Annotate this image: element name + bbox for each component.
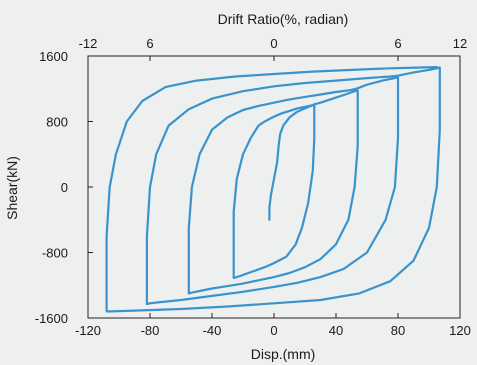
x-tick-label: 0 — [270, 323, 277, 338]
hysteresis-loop-3 — [145, 74, 400, 306]
hysteresis-loop-2 — [187, 87, 359, 295]
y-axis-title: Shear(kN) — [4, 156, 20, 220]
top-tick-label: 6 — [394, 36, 401, 51]
y-tick-label: 0 — [61, 180, 68, 195]
ticks-layer: -120 -80 -40 0 40 80 120 -12 6 0 6 12 1600 800 0 -800 -1… — [35, 36, 471, 338]
hysteresis-loop-1 — [232, 103, 316, 279]
hysteresis-loop-4 — [105, 66, 441, 313]
top-tick-label: 0 — [270, 36, 277, 51]
x-tick-label: 120 — [449, 323, 471, 338]
top-axis-title: Drift Ratio(%, radian) — [218, 11, 349, 27]
top-tick-label: 12 — [453, 36, 467, 51]
x-tick-label: -120 — [75, 323, 101, 338]
plot-frame — [87, 55, 461, 319]
top-tick-label: 6 — [146, 36, 153, 51]
x-tick-label: -40 — [203, 323, 222, 338]
top-tick-label: -12 — [79, 36, 98, 51]
y-tick-label: -1600 — [35, 311, 68, 326]
y-tick-label: -800 — [42, 246, 68, 261]
x-tick-label: -80 — [141, 323, 160, 338]
y-tick-label: 1600 — [39, 49, 68, 64]
y-tick-label: 800 — [46, 115, 68, 130]
x-tick-label: 40 — [329, 323, 343, 338]
series-layer — [105, 66, 441, 313]
x-tick-label: 80 — [391, 323, 405, 338]
x-axis-title: Disp.(mm) — [251, 346, 316, 362]
